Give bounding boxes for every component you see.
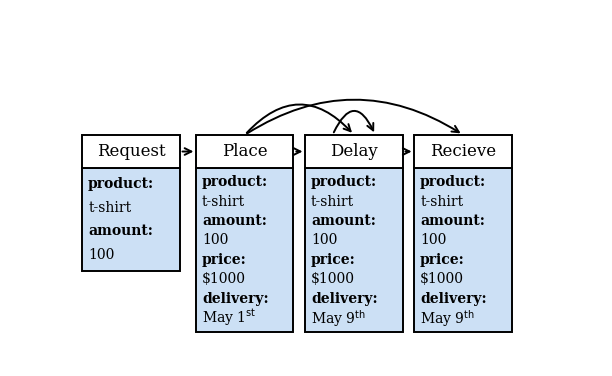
Text: May 9$^{\mathrm{th}}$: May 9$^{\mathrm{th}}$ bbox=[420, 308, 475, 329]
Text: t-shirt: t-shirt bbox=[311, 194, 354, 209]
Text: 100: 100 bbox=[420, 233, 447, 247]
Text: price:: price: bbox=[311, 253, 356, 267]
Text: t-shirt: t-shirt bbox=[88, 201, 131, 215]
Text: $1000: $1000 bbox=[311, 272, 355, 286]
FancyBboxPatch shape bbox=[414, 168, 512, 332]
Text: 100: 100 bbox=[88, 248, 114, 262]
Text: amount:: amount: bbox=[88, 224, 153, 238]
Text: price:: price: bbox=[420, 253, 465, 267]
FancyBboxPatch shape bbox=[305, 168, 403, 332]
Text: May 1$^{\mathrm{st}}$: May 1$^{\mathrm{st}}$ bbox=[202, 308, 256, 329]
FancyArrowPatch shape bbox=[334, 111, 373, 132]
Text: 100: 100 bbox=[311, 233, 337, 247]
Text: delivery:: delivery: bbox=[420, 292, 487, 306]
Text: delivery:: delivery: bbox=[311, 292, 378, 306]
Text: amount:: amount: bbox=[311, 214, 376, 228]
Text: $1000: $1000 bbox=[202, 272, 246, 286]
Text: Place: Place bbox=[222, 143, 267, 160]
Text: product:: product: bbox=[311, 175, 377, 189]
Text: t-shirt: t-shirt bbox=[420, 194, 463, 209]
Text: 100: 100 bbox=[202, 233, 228, 247]
Text: product:: product: bbox=[202, 175, 268, 189]
Text: t-shirt: t-shirt bbox=[202, 194, 245, 209]
Text: delivery:: delivery: bbox=[202, 292, 269, 306]
FancyBboxPatch shape bbox=[305, 135, 403, 168]
Text: May 9$^{\mathrm{th}}$: May 9$^{\mathrm{th}}$ bbox=[311, 308, 366, 329]
Text: amount:: amount: bbox=[420, 214, 485, 228]
Text: product:: product: bbox=[88, 177, 154, 191]
FancyBboxPatch shape bbox=[414, 135, 512, 168]
Text: Request: Request bbox=[97, 143, 165, 160]
FancyBboxPatch shape bbox=[196, 135, 294, 168]
FancyBboxPatch shape bbox=[196, 168, 294, 332]
FancyBboxPatch shape bbox=[83, 135, 180, 168]
Text: Recieve: Recieve bbox=[430, 143, 496, 160]
FancyBboxPatch shape bbox=[83, 168, 180, 271]
Text: Delay: Delay bbox=[330, 143, 378, 160]
Text: price:: price: bbox=[202, 253, 247, 267]
Text: product:: product: bbox=[420, 175, 487, 189]
Text: $1000: $1000 bbox=[420, 272, 464, 286]
Text: amount:: amount: bbox=[202, 214, 267, 228]
